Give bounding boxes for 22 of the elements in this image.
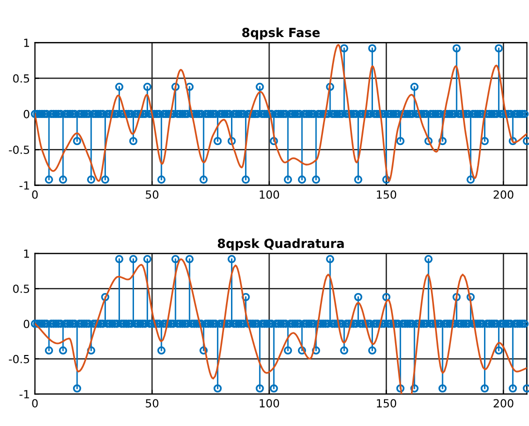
y-tick-label: 0.5 — [13, 74, 30, 83]
x-tick-label: 50 — [146, 190, 158, 199]
chart-title: 8qpsk Quadratura — [218, 238, 344, 251]
x-tick-label: 150 — [376, 399, 396, 408]
y-tick-label: -0.5 — [8, 146, 30, 154]
x-tick-label: 50 — [146, 399, 158, 408]
chart-title: 8qpsk Fase — [242, 28, 320, 40]
y-tick-label: -1 — [20, 390, 30, 398]
y-tick-label: 0 — [24, 110, 30, 118]
y-tick-label: 0.5 — [13, 284, 30, 293]
y-tick-label: -0.5 — [8, 354, 30, 364]
x-tick-label: 100 — [260, 190, 280, 199]
x-tick-label: 0 — [32, 190, 38, 199]
x-tick-label: 200 — [494, 190, 514, 199]
x-tick-label: 100 — [260, 399, 280, 408]
y-tick-label: 1 — [24, 250, 30, 258]
x-tick-label: 200 — [494, 399, 514, 408]
y-tick-label: 1 — [24, 38, 30, 47]
y-tick-label: 0 — [24, 320, 30, 328]
y-tick-label: -1 — [20, 181, 30, 190]
x-tick-label: 150 — [376, 190, 396, 199]
x-tick-label: 0 — [32, 399, 38, 408]
